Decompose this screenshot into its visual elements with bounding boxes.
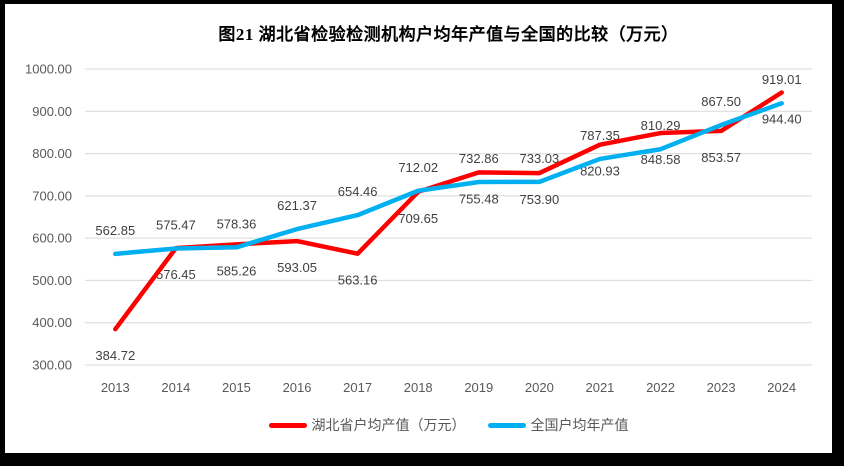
y-axis-tick-label: 1000.00 [25,62,72,77]
data-label-national: 867.50 [701,94,741,109]
x-axis-tick-label: 2018 [404,380,433,395]
y-axis-tick-label: 700.00 [32,188,72,203]
legend-swatch-national-line [487,422,526,428]
y-axis-tick-label: 900.00 [32,104,72,119]
data-label-national: 654.46 [338,184,378,199]
legend-label-national: 全国户均年产值 [530,417,629,433]
data-label-national: 919.01 [762,72,802,87]
data-label-national: 562.85 [95,223,135,238]
x-axis-tick-label: 2020 [525,380,554,395]
data-label-hubei: 709.65 [398,211,438,226]
legend-item-hubei: 湖北省户均产值（万元） [268,415,466,435]
data-label-hubei: 944.40 [762,112,802,127]
data-label-hubei: 848.58 [641,152,681,167]
data-label-hubei: 585.26 [217,263,257,278]
y-axis-tick-label: 800.00 [32,146,72,161]
data-label-national: 712.02 [398,160,438,175]
data-label-hubei: 820.93 [580,164,620,179]
data-label-national: 578.36 [217,216,257,231]
x-axis-tick-label: 2023 [707,380,736,395]
frame-border-bottom [0,453,844,466]
series-line-national [113,100,784,257]
legend-swatch-hubei-line [268,422,307,428]
y-axis-tick-label: 500.00 [32,273,72,288]
data-label-hubei: 563.16 [338,273,378,288]
x-axis-tick-label: 2013 [101,380,130,395]
y-axis-tick-label: 300.00 [32,358,72,373]
x-axis-tick-label: 2014 [161,380,190,395]
data-label-hubei: 755.48 [459,191,499,206]
frame-border-right [832,0,844,466]
data-label-national: 621.37 [277,198,317,213]
frame-border-left [0,0,5,453]
data-label-national: 733.03 [519,151,559,166]
x-axis-tick-label: 2017 [343,380,372,395]
data-label-hubei: 753.90 [519,192,559,207]
y-axis-tick-label: 600.00 [32,231,72,246]
data-label-hubei: 593.05 [277,260,317,275]
y-axis-tick-label: 400.00 [32,315,72,330]
data-label-hubei: 384.72 [95,348,135,363]
legend-label-hubei: 湖北省户均产值（万元） [311,417,466,433]
data-label-hubei: 853.57 [701,150,741,165]
x-axis-tick-label: 2015 [222,380,251,395]
x-axis-tick-label: 2021 [585,380,614,395]
chart-title: 图21 湖北省检验检测机构户均年产值与全国的比较（万元） [218,25,679,44]
data-label-national: 732.86 [459,151,499,166]
frame-border-top [0,0,844,4]
series-line-hubei [113,90,784,332]
legend-item-national: 全国户均年产值 [487,415,629,435]
x-axis-tick-label: 2022 [646,380,675,395]
chart-legend: 湖北省户均产值（万元） 全国户均年产值 [85,414,812,436]
x-axis-tick-label: 2019 [464,380,493,395]
data-label-national: 810.29 [641,118,681,133]
data-label-national: 787.35 [580,128,620,143]
x-axis-tick-label: 2016 [283,380,312,395]
data-label-hubei: 576.45 [156,267,196,282]
data-label-national: 575.47 [156,218,196,233]
x-axis-tick-label: 2024 [767,380,796,395]
